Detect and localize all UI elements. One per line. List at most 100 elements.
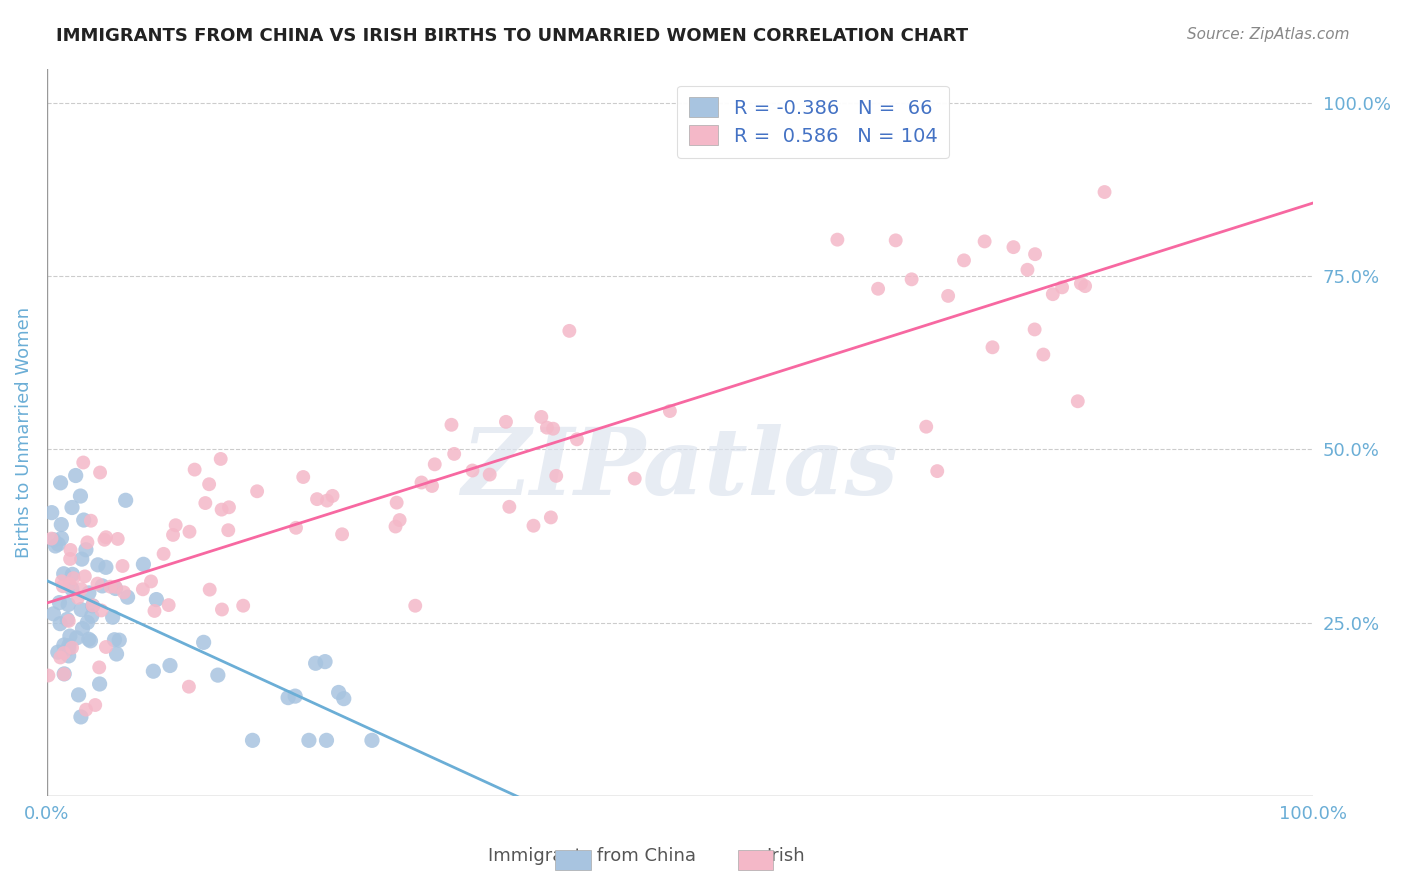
Text: Source: ZipAtlas.com: Source: ZipAtlas.com (1187, 27, 1350, 42)
Point (51, 532, 73, 546)
Point (385, 495, 408, 509)
Point (73, 569, 96, 583)
Point (37, 668, 59, 682)
Point (44, 539, 66, 553)
Point (177, 680, 200, 694)
Point (314, 655, 336, 669)
Point (75, 703, 97, 717)
Point (73, 513, 96, 527)
Point (70, 602, 93, 616)
Point (80, 609, 103, 624)
Point (330, 527, 353, 541)
Point (565, 433, 588, 447)
Point (60, 500, 83, 515)
Point (540, 510, 562, 524)
Point (827, 233, 849, 247)
Point (59, 577, 82, 591)
Point (498, 500, 520, 514)
Point (89, 677, 111, 691)
Point (211, 602, 233, 616)
Point (51, 517, 73, 532)
Point (41, 532, 63, 546)
Point (1042, 287, 1064, 301)
Point (41, 506, 63, 520)
Point (70, 582, 93, 596)
Point (84, 698, 107, 712)
Point (1094, 185, 1116, 199)
Point (93, 533, 115, 547)
Y-axis label: Births to Unmarried Women: Births to Unmarried Women (15, 307, 32, 558)
Point (1002, 240, 1025, 254)
Point (46, 645, 69, 659)
Point (973, 235, 995, 249)
Point (80, 514, 103, 528)
Point (384, 519, 406, 533)
Point (143, 604, 166, 618)
Point (70, 552, 93, 566)
Point (75, 542, 97, 557)
Point (98, 580, 121, 594)
Point (541, 422, 564, 436)
Point (103, 632, 125, 647)
Point (94, 640, 117, 654)
Point (404, 599, 426, 613)
Point (361, 733, 384, 747)
Point (132, 558, 155, 572)
Text: ZIPatlas: ZIPatlas (461, 424, 898, 514)
Point (423, 458, 446, 472)
Point (48, 596, 70, 610)
Point (76, 535, 98, 549)
Point (53, 667, 76, 681)
Legend: R = -0.386   N =  66, R =  0.586   N = 104: R = -0.386 N = 66, R = 0.586 N = 104 (678, 86, 949, 158)
Point (59, 629, 82, 643)
Point (114, 493, 136, 508)
Point (132, 582, 155, 597)
Text: IMMIGRANTS FROM CHINA VS IRISH BIRTHS TO UNMARRIED WOMEN CORRELATION CHART: IMMIGRANTS FROM CHINA VS IRISH BIRTHS TO… (56, 27, 969, 45)
Point (315, 733, 337, 747)
Point (67, 688, 90, 702)
Point (70, 710, 93, 724)
Point (443, 447, 465, 461)
Point (56, 598, 79, 612)
Point (60, 567, 83, 582)
Point (117, 590, 139, 604)
Point (198, 582, 221, 597)
Point (478, 467, 501, 482)
Point (42, 607, 65, 621)
Text: Immigrants from China: Immigrants from China (488, 847, 696, 865)
Point (139, 574, 162, 589)
Point (62, 571, 84, 585)
Point (333, 691, 356, 706)
Point (42, 533, 65, 547)
Point (198, 477, 221, 491)
Point (232, 599, 254, 613)
Point (157, 598, 180, 612)
Point (58, 641, 80, 656)
Point (242, 733, 264, 747)
Point (72, 456, 94, 470)
Point (328, 685, 350, 699)
Point (91, 579, 114, 593)
Point (530, 409, 553, 424)
Point (159, 658, 181, 673)
Point (915, 419, 938, 434)
Text: Irish: Irish (766, 847, 804, 865)
Point (953, 253, 976, 268)
Point (927, 464, 949, 478)
Point (90, 603, 112, 617)
Point (411, 475, 433, 490)
Point (1024, 322, 1046, 336)
Point (52, 566, 75, 581)
Point (292, 470, 315, 484)
Point (868, 282, 890, 296)
Point (49, 616, 72, 631)
Point (461, 463, 484, 477)
Point (165, 518, 187, 533)
Point (56, 612, 79, 626)
Point (65, 468, 87, 483)
Point (108, 633, 131, 648)
Point (72, 622, 94, 636)
Point (522, 518, 544, 533)
Point (420, 479, 443, 493)
Point (152, 547, 174, 561)
